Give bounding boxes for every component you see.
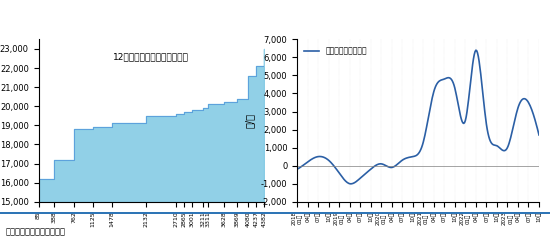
Y-axis label: 元/吨: 元/吨 [245, 113, 255, 128]
Text: 12月电解铝企业现金成本分布: 12月电解铝企业现金成本分布 [113, 52, 189, 61]
Text: 资料来源：新湖期货研究所: 资料来源：新湖期货研究所 [6, 227, 65, 236]
Legend: 电解铝加权平均利润: 电解铝加权平均利润 [301, 43, 370, 58]
Text: 图23：中国电解铝成本及利润: 图23：中国电解铝成本及利润 [6, 8, 111, 21]
